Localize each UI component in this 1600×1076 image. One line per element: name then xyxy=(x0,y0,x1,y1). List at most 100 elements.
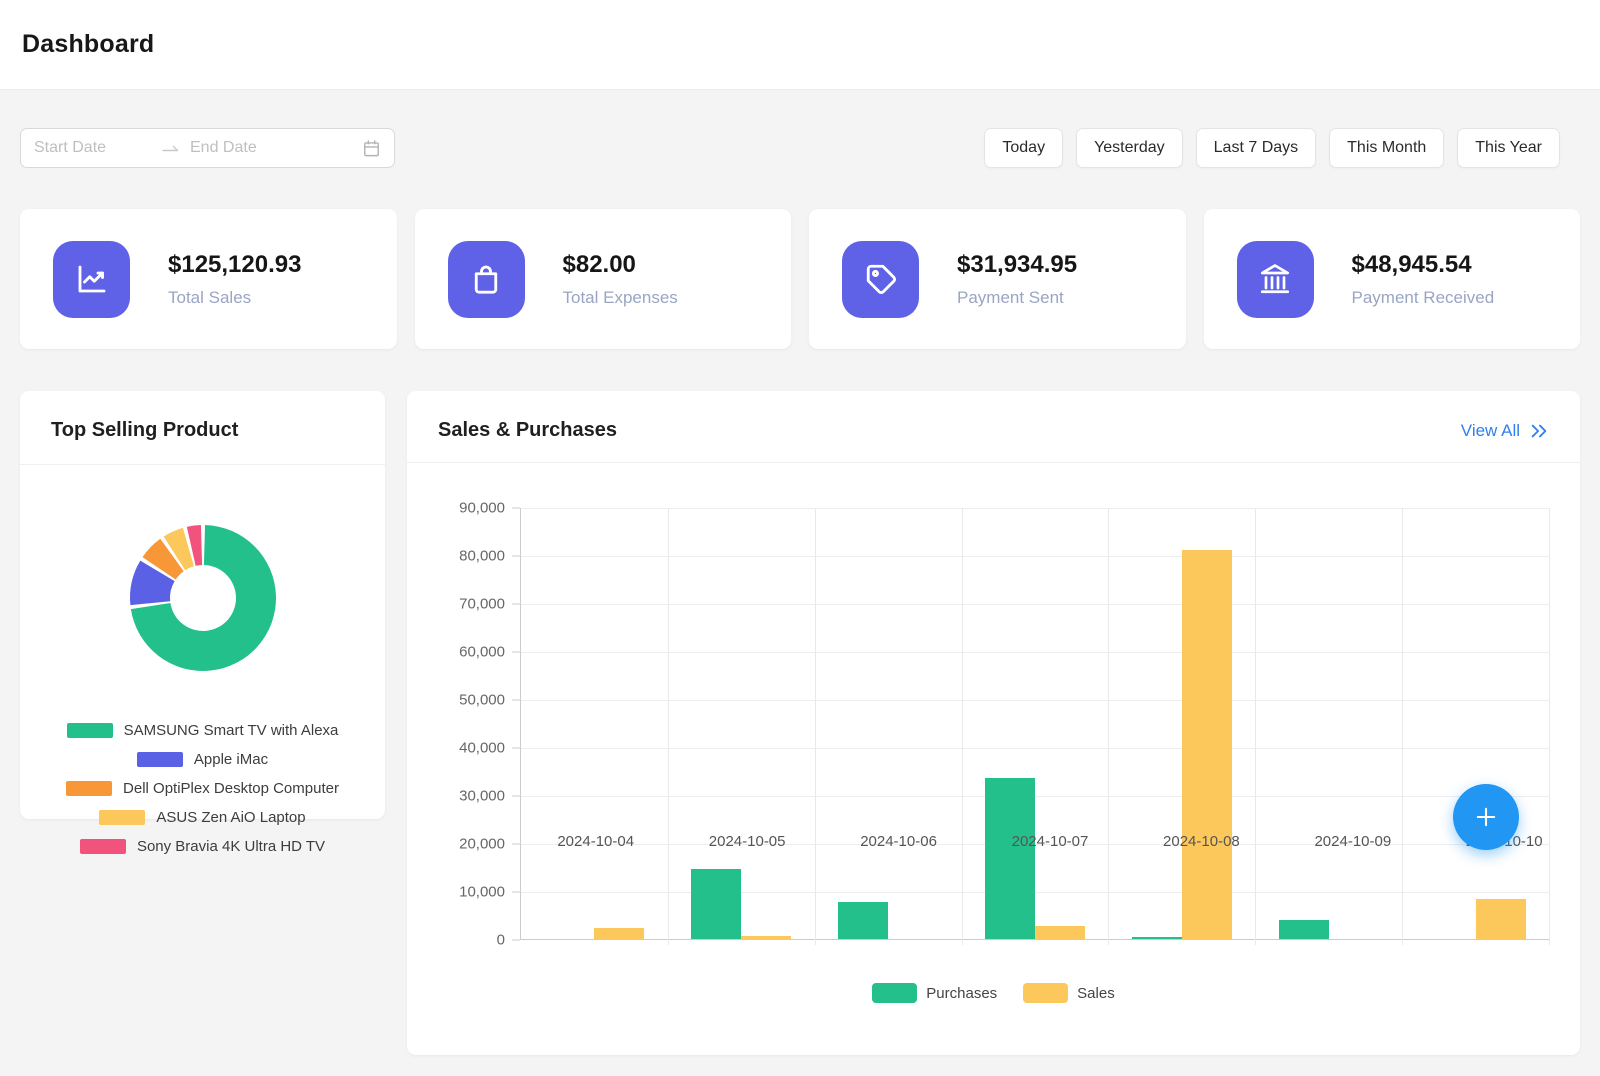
donut-slice-4[interactable] xyxy=(186,525,202,566)
start-date-input[interactable]: Start Date xyxy=(34,139,107,156)
bar-sales-2024-10-07[interactable] xyxy=(1034,926,1085,939)
y-tick-mark xyxy=(512,555,520,557)
bar-chart: 90,000 80,000 70,000 60,000 50,000 40,000 30,0… xyxy=(438,500,1550,949)
donut-slice-2[interactable] xyxy=(141,538,184,580)
donut-legend-item[interactable]: ASUS Zen AiO Laptop xyxy=(99,803,306,832)
legend-swatch xyxy=(872,983,918,1003)
donut-legend-item[interactable]: Sony Bravia 4K Ultra HD TV xyxy=(79,832,326,861)
donut-legend-item[interactable]: SAMSUNG Smart TV with Alexa xyxy=(66,716,339,745)
y-tick-label: 30,000 xyxy=(459,787,505,805)
view-all-label: View All xyxy=(1460,420,1520,440)
donut-slice-1[interactable] xyxy=(129,560,175,606)
bar-slot-2024-10-05 xyxy=(668,508,815,939)
legend-item-sales[interactable]: Sales xyxy=(1023,983,1115,1003)
legend-swatch xyxy=(79,839,126,854)
y-tick-label: 70,000 xyxy=(459,595,505,613)
legend-label: Sales xyxy=(1077,984,1115,1002)
y-tick: 10,000 xyxy=(459,884,520,901)
view-all-link[interactable]: View All xyxy=(1461,421,1549,441)
y-tick-mark xyxy=(512,651,520,653)
total-expenses-card: $82.00 Total Expenses xyxy=(414,209,791,349)
legend-label: ASUS Zen AiO Laptop xyxy=(156,809,306,826)
filter-thisyear-button[interactable]: This Year xyxy=(1457,128,1560,168)
y-tick-label: 20,000 xyxy=(459,835,505,853)
bar-slot-2024-10-08 xyxy=(1108,508,1255,939)
top-selling-donut-chart xyxy=(20,493,385,703)
total-expenses-value: $82.00 xyxy=(562,250,636,278)
filter-thismonth-button[interactable]: This Month xyxy=(1329,128,1445,168)
bar-purchases-2024-10-06[interactable] xyxy=(838,902,889,939)
donut-legend-item[interactable]: Apple iMac xyxy=(136,745,269,774)
donut-legend-item[interactable]: Dell OptiPlex Desktop Computer xyxy=(66,774,339,803)
y-tick-mark xyxy=(512,747,520,749)
bar-sales-2024-10-04[interactable] xyxy=(594,928,645,939)
total-expenses-label: Total Expenses xyxy=(562,287,678,307)
y-tick: 20,000 xyxy=(459,836,520,853)
legend-swatch xyxy=(66,781,113,796)
payment-received-card: $48,945.54 Payment Received xyxy=(1203,209,1580,349)
bar-slot-2024-10-07 xyxy=(962,508,1109,939)
y-tick-mark xyxy=(512,603,520,605)
payment-received-label: Payment Received xyxy=(1351,287,1495,307)
legend-swatch xyxy=(66,723,113,738)
h-gridline xyxy=(521,652,1549,653)
end-date-input[interactable]: End Date xyxy=(190,139,257,156)
h-gridline xyxy=(521,748,1549,749)
filter-today-button[interactable]: Today xyxy=(984,128,1064,168)
bar-purchases-2024-10-07[interactable] xyxy=(984,778,1035,939)
date-range-picker[interactable]: Start Date End Date xyxy=(20,128,395,168)
y-tick-label: 80,000 xyxy=(459,547,505,565)
y-tick: 80,000 xyxy=(459,548,520,565)
donut-slice-0[interactable] xyxy=(130,525,276,671)
y-tick-label: 0 xyxy=(496,931,505,949)
bar-purchases-2024-10-09[interactable] xyxy=(1278,920,1329,939)
double-chevron-right-icon xyxy=(1529,423,1549,439)
x-axis: 2024-10-04 2024-10-05 2024-10-06 2024-10-07… xyxy=(520,833,1580,850)
bar-purchases-2024-10-05[interactable] xyxy=(691,869,742,939)
bar-sales-2024-10-08[interactable] xyxy=(1181,550,1232,939)
x-tick-label: 2024-10-09 xyxy=(1314,833,1392,850)
legend-label: Sony Bravia 4K Ultra HD TV xyxy=(136,838,326,855)
payment-sent-label: Payment Sent xyxy=(957,287,1064,307)
bar-purchases-2024-10-08[interactable] xyxy=(1131,937,1182,939)
legend-item-purchases[interactable]: Purchases xyxy=(872,983,997,1003)
bar-sales-2024-10-10[interactable] xyxy=(1475,898,1526,939)
legend-label: Apple iMac xyxy=(193,751,269,768)
bar-sales-2024-10-05[interactable] xyxy=(741,935,792,939)
payment-sent-value: $31,934.95 xyxy=(957,250,1078,278)
h-gridline xyxy=(521,796,1549,797)
bar-plot xyxy=(520,508,1550,945)
y-tick-label: 40,000 xyxy=(459,739,505,757)
y-tick-mark xyxy=(512,939,520,941)
bank-icon xyxy=(1236,240,1314,318)
v-gridline xyxy=(1402,508,1404,945)
legend-swatch xyxy=(136,752,183,767)
v-gridline xyxy=(667,508,669,945)
v-gridline xyxy=(961,508,963,945)
v-gridline xyxy=(1255,508,1257,945)
legend-swatch xyxy=(1023,983,1069,1003)
payment-received-value: $48,945.54 xyxy=(1351,250,1472,278)
v-gridline xyxy=(1108,508,1110,945)
filter-last7days-button[interactable]: Last 7 Days xyxy=(1195,128,1317,168)
donut-slice-3[interactable] xyxy=(163,527,194,571)
y-tick-mark xyxy=(512,795,520,797)
legend-label: SAMSUNG Smart TV with Alexa xyxy=(123,722,339,739)
y-tick-mark xyxy=(512,699,520,701)
filter-yesterday-button[interactable]: Yesterday xyxy=(1076,128,1183,168)
x-tick-label: 2024-10-04 xyxy=(557,833,635,850)
add-button[interactable] xyxy=(1453,784,1519,850)
chart-line-icon xyxy=(53,240,130,318)
y-tick: 90,000 xyxy=(459,500,520,517)
tag-icon xyxy=(842,240,919,318)
legend-swatch xyxy=(99,810,146,825)
bar-slot-2024-10-06 xyxy=(815,508,962,939)
main-row: Top Selling Product SAMSUNG Smart TV wit… xyxy=(20,391,1580,1055)
y-tick-mark xyxy=(512,843,520,845)
x-tick-label: 2024-10-08 xyxy=(1163,833,1240,850)
x-tick-label: 2024-10-07 xyxy=(1011,833,1089,850)
total-sales-value: $125,120.93 xyxy=(168,250,302,278)
y-tick: 60,000 xyxy=(459,644,520,661)
y-tick-label: 60,000 xyxy=(459,643,505,661)
stat-cards: $125,120.93 Total Sales $82.00 Total Exp… xyxy=(20,209,1580,349)
